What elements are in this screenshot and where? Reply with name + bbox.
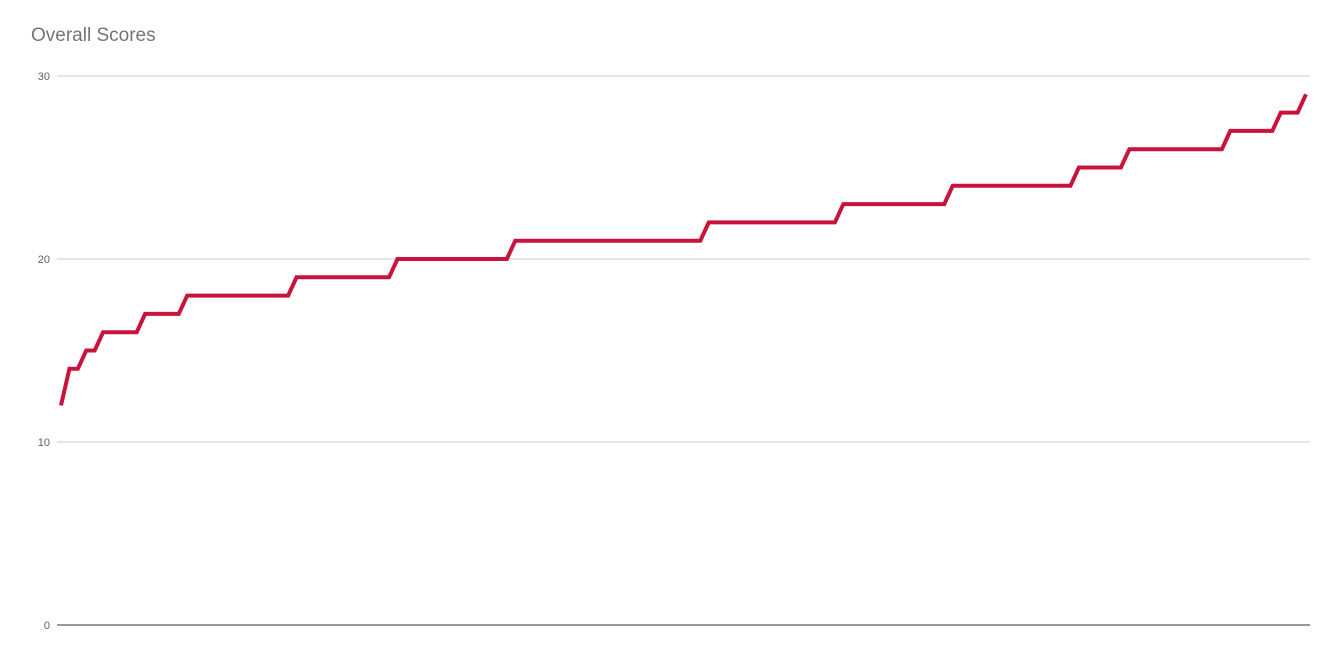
y-tick-label: 30	[38, 71, 50, 83]
y-axis-ticks: 0 10 20 30	[38, 71, 50, 632]
gridlines	[57, 75, 1310, 626]
series-layer	[59, 93, 1308, 406]
series-line	[59, 93, 1308, 406]
y-tick-label: 10	[38, 437, 50, 449]
y-tick-label: 20	[38, 254, 50, 266]
y-tick-label: 0	[44, 620, 50, 632]
chart-title: Overall Scores	[31, 25, 156, 46]
